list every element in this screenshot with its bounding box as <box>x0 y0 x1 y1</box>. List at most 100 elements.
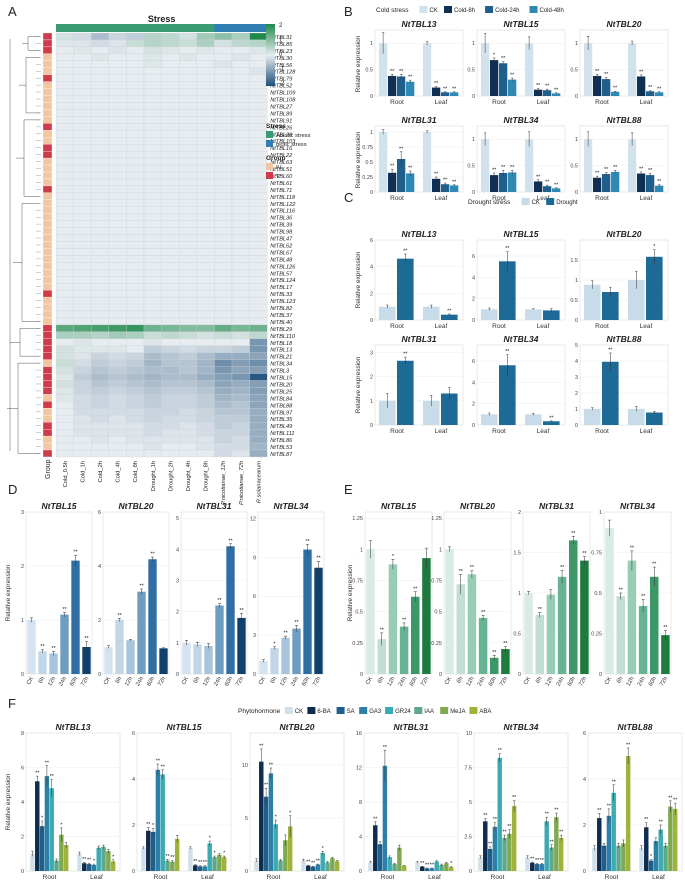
group-annotation-cell <box>42 137 53 145</box>
heatmap-cell <box>196 220 215 228</box>
significance-label: ** <box>430 862 435 868</box>
y-tick-label: 2 <box>132 823 135 829</box>
significance-label: ** <box>505 246 510 252</box>
heatmap-cell <box>231 310 250 319</box>
significance-label: ** <box>613 86 618 92</box>
y-tick-label: 4 <box>98 564 101 570</box>
heatmap-cell <box>179 324 197 332</box>
heatmap-cell <box>126 310 145 319</box>
bar <box>325 862 330 871</box>
legend-label: GR24 <box>395 709 411 715</box>
bar <box>71 560 80 674</box>
y-tick-label: 12 <box>250 516 256 522</box>
significance-label: ** <box>264 783 269 789</box>
x-category-label: 6h <box>270 676 278 685</box>
heatmap-cell <box>55 380 74 388</box>
heatmap-cell <box>91 102 109 110</box>
heatmap-cell <box>91 310 109 319</box>
heatmap-cell <box>214 95 233 103</box>
bar <box>215 605 224 674</box>
subplot-nttbl20: NtTBL2000.250.50.7511.25CK**6h**12h**24h… <box>431 501 512 687</box>
heatmap-cell <box>196 171 215 180</box>
heatmap-cell <box>91 150 109 159</box>
subplot-frame <box>476 344 566 426</box>
bar <box>467 574 477 674</box>
significance-label: ** <box>663 625 668 631</box>
subplot-title: NtTBL34 <box>504 334 539 344</box>
legend-stress-label: Abiotic stress <box>276 133 311 139</box>
heatmap-cell <box>161 338 180 346</box>
significance-label: ** <box>554 182 559 188</box>
heatmap-cell <box>126 95 145 103</box>
heatmap-cell <box>214 144 233 152</box>
heatmap-cell <box>249 303 268 312</box>
heatmap-cell <box>161 317 180 326</box>
bar <box>49 788 54 871</box>
heatmap-cell <box>231 317 250 326</box>
bar <box>668 806 673 871</box>
significance-label: ** <box>608 348 613 354</box>
heatmap-cell <box>214 109 233 117</box>
heatmap-cell <box>55 206 74 214</box>
heatmap-cell <box>161 255 180 263</box>
heatmap-cell <box>179 415 197 423</box>
heatmap-cell <box>161 352 180 360</box>
heatmap-cell <box>196 415 215 423</box>
bar <box>646 412 663 425</box>
group-annotation-cell <box>42 185 53 193</box>
y-tick-label: 0.5 <box>570 68 578 74</box>
heatmap-cell <box>179 220 197 228</box>
heatmap-cell <box>73 303 92 312</box>
heatmap-cell <box>249 380 268 388</box>
bar <box>368 862 373 871</box>
bar <box>330 858 335 871</box>
heatmap-cell <box>161 422 180 430</box>
group-annotation-cell <box>42 227 53 235</box>
heatmap-cell <box>231 380 250 388</box>
heatmap-cell <box>249 39 268 48</box>
bar <box>204 645 213 674</box>
heatmap-cell <box>73 185 92 193</box>
heatmap-cell <box>126 331 145 339</box>
heatmap-cell <box>108 310 127 319</box>
heatmap-cell <box>179 171 197 180</box>
heatmap-cell <box>143 394 162 402</box>
legend-group-swatch <box>266 163 273 170</box>
y-tick-label: 3 <box>176 579 179 585</box>
significance-label: * <box>223 851 226 857</box>
heatmap-cell <box>108 46 127 55</box>
bar <box>382 765 388 871</box>
subplot-title: NtTBL20 <box>280 722 315 732</box>
bar <box>502 837 507 871</box>
significance-label: * <box>493 52 496 58</box>
heatmap-cell <box>179 380 197 388</box>
x-category-label: 6h <box>193 676 201 685</box>
heatmap-cell <box>214 32 233 41</box>
heatmap-cell <box>196 345 215 353</box>
y-tick-label: 1 <box>472 41 475 47</box>
heatmap-column-label: Drought_2h <box>168 461 174 491</box>
heatmap-cell <box>249 95 268 103</box>
significance-label: ** <box>560 565 565 571</box>
x-category-label: 24h <box>213 676 223 687</box>
bar <box>104 647 113 674</box>
legend-swatch <box>440 707 449 714</box>
bar <box>646 91 655 96</box>
heatmap-cell <box>196 262 215 270</box>
bar <box>377 639 386 674</box>
heatmap-cell <box>91 401 109 409</box>
heatmap-cell <box>196 241 215 249</box>
heatmap-cell <box>161 164 180 173</box>
heatmap-cell <box>231 95 250 103</box>
color-scale-tick: -1 <box>279 67 285 73</box>
heatmap-cell <box>143 262 162 270</box>
subplot-title: NtTBL31 <box>402 334 437 344</box>
bar-panel-f-phytohormone: Phytohormone CK 6-BA SA GA3 GR24 IAA MeJA ABANtT… <box>5 707 683 881</box>
y-tick-label: 2 <box>176 610 179 616</box>
heatmap-cell <box>91 394 109 402</box>
bar <box>507 833 512 871</box>
heatmap-cell <box>214 428 233 437</box>
heatmap-cell <box>231 276 250 284</box>
